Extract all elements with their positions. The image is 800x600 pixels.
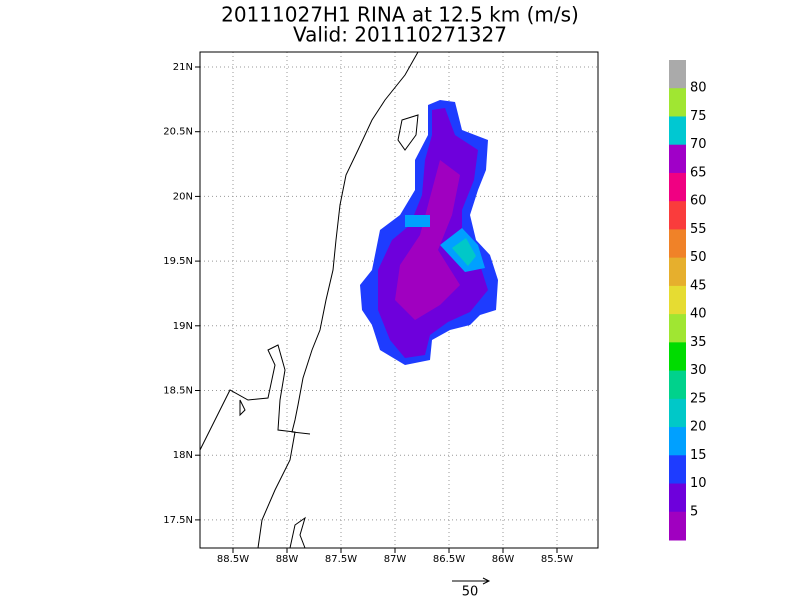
vector-key-label: 50 [462,585,479,600]
colorbar-segment [669,314,686,343]
colorbar: 80 75 70 65 60 55 50 45 40 35 30 25 20 15 10 5 [669,60,707,541]
colorbar-label: 40 [690,307,707,322]
lat-label: 20.5N [163,127,193,138]
colorbar-segment [669,285,686,315]
colorbar-segment [669,455,686,485]
colorbar-segment [669,483,686,513]
colorbar-label: 80 [690,81,707,96]
vector-key-arrowhead [482,577,491,585]
lat-label: 21N [173,62,193,73]
coastline [199,51,419,549]
lat-label: 18.5N [163,386,193,397]
colorbar-label: 45 [690,278,707,293]
lon-label: 88W [276,554,299,565]
wind-region [452,238,476,266]
colorbar-label: 55 [690,222,707,237]
colorbar-label: 25 [690,391,707,406]
colorbar-label: 30 [690,363,707,378]
colorbar-segment [669,257,686,287]
colorbar-segment [669,342,686,372]
colorbar-segment [669,370,686,400]
colorbar-segment [669,88,686,117]
colorbar-segment [669,116,686,146]
colorbar-segment [669,229,686,259]
lat-label: 17.5N [163,515,193,526]
title: 20111027H1 RINA at 12.5 km (m/s) [221,3,579,27]
plot-frame [199,51,599,549]
lon-label: 87W [384,554,407,565]
lat-label: 19N [173,321,193,332]
lon-label: 86.5W [433,554,465,565]
wind-field [360,100,498,365]
colorbar-label: 10 [690,476,707,491]
colorbar-label: 60 [690,194,707,209]
colorbar-segment [669,172,686,202]
lat-label: 20N [173,191,193,202]
lon-label: 87.5W [325,554,357,565]
lon-label: 86W [492,554,515,565]
wind-region [395,160,460,320]
colorbar-segment [669,511,686,541]
colorbar-label: 75 [690,109,707,124]
lon-label: 88.5W [217,554,249,565]
colorbar-label: 5 [690,504,698,519]
colorbar-label: 15 [690,448,707,463]
colorbar-label: 65 [690,165,707,180]
colorbar-segment [669,427,686,456]
subtitle: Valid: 201110271327 [293,23,507,47]
colorbar-segment [669,201,686,230]
colorbar-label: 20 [690,420,707,435]
lat-label: 19.5N [163,256,193,267]
colorbar-segment [669,144,686,174]
colorbar-label: 50 [690,250,707,265]
wind-region [405,215,430,227]
colorbar-label: 35 [690,335,707,350]
colorbar-segment [669,60,686,89]
lon-label: 85.5W [541,554,573,565]
colorbar-label: 70 [690,137,707,152]
lat-label: 18N [173,450,193,461]
colorbar-segment [669,398,686,428]
